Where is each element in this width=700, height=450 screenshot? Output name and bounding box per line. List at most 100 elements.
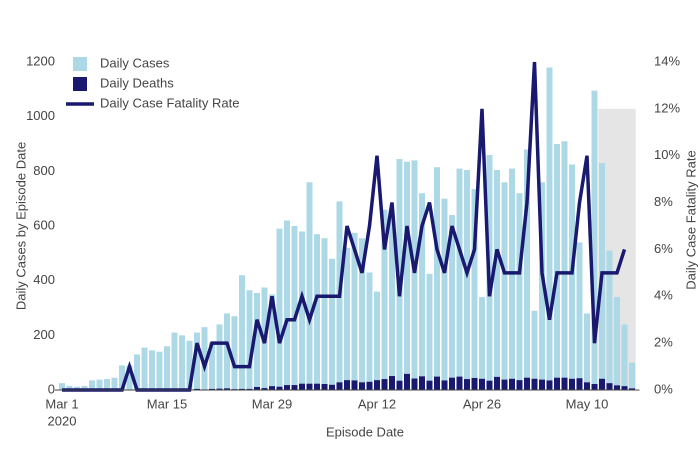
bar (546, 67, 553, 390)
bar (389, 376, 395, 390)
bar (194, 388, 200, 390)
bar (291, 385, 298, 390)
bar (524, 149, 530, 390)
bar (471, 377, 478, 390)
y-tick-label: 0 (48, 381, 55, 396)
bar (59, 383, 65, 390)
bar (426, 380, 433, 390)
bar (591, 383, 598, 390)
bar (434, 167, 440, 390)
legend-label: Daily Cases (100, 55, 170, 70)
y-tick-label: 600 (33, 217, 55, 232)
bar (404, 161, 410, 390)
bar (479, 297, 485, 390)
bar (539, 182, 545, 390)
bar (366, 272, 373, 390)
y2-tick-label: 12% (654, 100, 680, 115)
y-axis-title: Daily Cases by Episode Date (13, 142, 28, 310)
y2-tick-label: 4% (654, 288, 673, 303)
x-tick-label: Mar 1 (45, 396, 78, 411)
bar (254, 292, 260, 390)
bar (569, 164, 575, 390)
x-tick-label: Mar 29 (252, 396, 292, 411)
bar (149, 350, 155, 390)
bar (456, 168, 463, 390)
bar (336, 382, 343, 390)
bar (509, 378, 515, 390)
legend-label: Daily Case Fatality Rate (100, 95, 239, 110)
bar (81, 385, 88, 390)
bar (119, 365, 125, 390)
bar (374, 380, 380, 390)
bar (291, 226, 298, 390)
bar (284, 220, 290, 390)
bar (351, 232, 358, 390)
bar (134, 354, 140, 390)
bar (449, 215, 455, 390)
bar (621, 324, 628, 390)
bar (576, 242, 583, 390)
bar (486, 380, 493, 390)
bar (209, 342, 215, 390)
bar (546, 380, 553, 390)
bar (269, 386, 275, 390)
y-tick-label: 800 (33, 163, 55, 178)
bar (419, 193, 425, 390)
legend-swatch (73, 57, 87, 71)
y2-tick-label: 10% (654, 147, 680, 162)
bar (104, 379, 110, 390)
y-tick-label: 1000 (26, 108, 55, 123)
bar (614, 385, 620, 390)
x-tick-label: May 10 (566, 396, 609, 411)
legend-swatch (73, 77, 87, 91)
bar (314, 383, 320, 390)
bar (366, 381, 373, 390)
bar (419, 376, 425, 390)
bar (629, 362, 635, 390)
bar (434, 376, 440, 390)
bar (584, 382, 590, 390)
bar (344, 380, 350, 390)
bar (464, 379, 470, 390)
bar (584, 313, 590, 390)
bar (216, 324, 223, 390)
bar (299, 231, 305, 390)
bar (509, 168, 515, 390)
bar (411, 160, 418, 390)
bar (306, 383, 313, 390)
legend-label: Daily Deaths (100, 75, 174, 90)
bar (224, 313, 230, 390)
bar (194, 332, 200, 390)
bar (569, 378, 575, 390)
bar (524, 377, 530, 390)
bar (606, 250, 613, 390)
bar (501, 182, 508, 390)
bar (411, 378, 418, 390)
bar (186, 340, 193, 390)
bar (531, 378, 538, 390)
bar (246, 290, 253, 390)
bar (299, 383, 305, 390)
bar (89, 380, 95, 390)
bar (344, 247, 350, 390)
bar (179, 335, 185, 390)
bar (254, 386, 260, 390)
bar (494, 169, 500, 390)
bar (164, 346, 170, 390)
bar (66, 385, 73, 390)
bar (329, 384, 335, 390)
bar (441, 380, 448, 390)
y2-tick-label: 0% (654, 381, 673, 396)
bar (404, 373, 410, 390)
bar (96, 379, 103, 390)
bar (224, 388, 230, 390)
y2-axis-title: Daily Case Fatality Rate (683, 150, 698, 289)
bar (494, 376, 500, 390)
bar (314, 234, 320, 390)
bar (464, 169, 470, 390)
bar (141, 347, 148, 390)
bar (621, 386, 628, 390)
x-tick-label: Apr 12 (358, 396, 396, 411)
bar (209, 388, 215, 390)
